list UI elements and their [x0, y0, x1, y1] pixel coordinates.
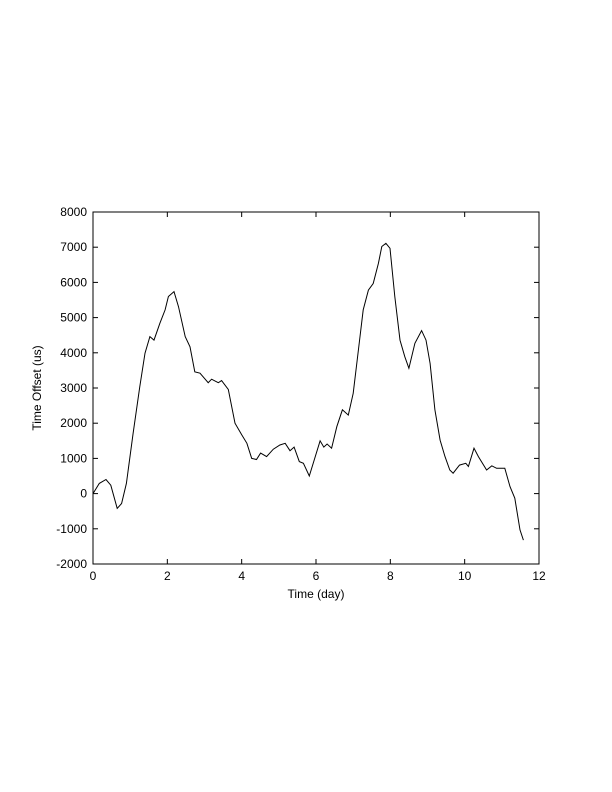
x-tick-label: 2 — [164, 569, 171, 583]
y-tick-label: -1000 — [56, 522, 87, 536]
y-tick-label: 8000 — [60, 205, 87, 219]
y-axis-label: Time Offset (us) — [30, 345, 44, 430]
y-tick-label: -2000 — [56, 557, 87, 571]
x-tick-label: 12 — [532, 569, 546, 583]
x-axis-label: Time (day) — [288, 587, 345, 601]
x-tick-label: 6 — [313, 569, 320, 583]
y-tick-label: 5000 — [60, 311, 87, 325]
x-tick-label: 0 — [90, 569, 97, 583]
x-tick-label: 10 — [458, 569, 472, 583]
plot-frame — [92, 211, 540, 565]
series-line — [92, 242, 524, 541]
y-tick-label: 2000 — [60, 416, 87, 430]
x-tick-label: 4 — [238, 569, 245, 583]
y-tick-label: 3000 — [60, 381, 87, 395]
y-tick-label: 7000 — [60, 240, 87, 254]
x-tick-label: 8 — [387, 569, 394, 583]
y-tick-label: 4000 — [60, 346, 87, 360]
y-tick-label: 1000 — [60, 451, 87, 465]
y-tick-label: 0 — [80, 487, 87, 501]
y-tick-label: 6000 — [60, 275, 87, 289]
